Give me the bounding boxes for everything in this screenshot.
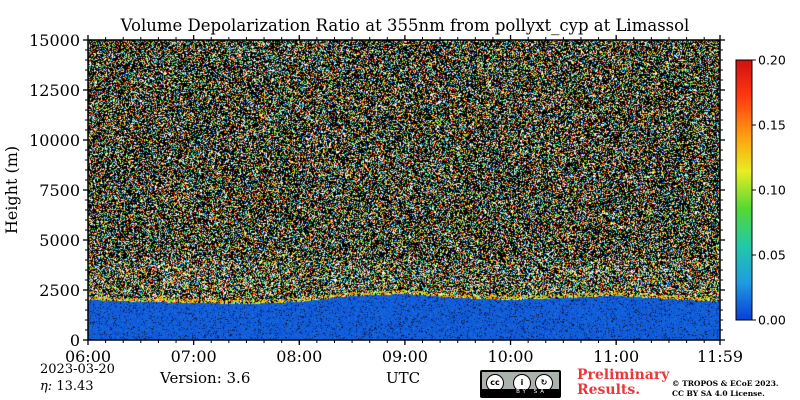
x-tick-label: 09:00 [382, 347, 428, 366]
colorbar [735, 59, 753, 321]
x-tick-label: 06:00 [65, 347, 111, 366]
preliminary-notice: Preliminary Results. [577, 368, 677, 398]
y-tick-label: 12500 [29, 81, 80, 100]
colorbar-layer: 0.00 0.05 0.10 0.15 0.20 [735, 53, 786, 328]
x-tick-label: 10:00 [487, 347, 533, 366]
chart-title: Volume Depolarization Ratio at 355nm fro… [120, 16, 690, 35]
eta-value: 13.43 [56, 379, 94, 394]
y-tick-label: 5000 [39, 231, 80, 250]
copyright-line-2: CC BY SA 4.0 License. [672, 389, 765, 398]
eta-label: η: [40, 379, 53, 394]
colorbar-tick-label: 0.20 [758, 53, 786, 68]
y-tick-label: 15000 [29, 31, 80, 50]
y-tick-label: 0 [70, 331, 80, 350]
version-label: Version: 3.6 [160, 369, 251, 387]
x-axis-label: UTC [386, 369, 421, 387]
date-label: 2023-03-20 [40, 362, 115, 377]
y-tick-label: 10000 [29, 131, 80, 150]
y-tick-label: 7500 [39, 181, 80, 200]
share-alike-icon: ↻ [535, 374, 553, 392]
y-tick-label: 2500 [39, 281, 80, 300]
preliminary-line-2: Results. [577, 382, 641, 398]
cc-license-icon: cc i ↻ BY SA [480, 370, 561, 398]
x-tick-label: 11:00 [593, 347, 639, 366]
preliminary-line-1: Preliminary [577, 367, 670, 383]
copyright-notice: © TROPOS & ECoE 2023. CC BY SA 4.0 Licen… [672, 379, 779, 399]
x-tick-label: 08:00 [276, 347, 322, 366]
colorbar-tick-label: 0.05 [758, 248, 786, 263]
colorbar-tick-label: 0.10 [758, 183, 786, 198]
cc-by-label: BY SA [482, 389, 559, 396]
colorbar-tick-label: 0.15 [758, 118, 786, 133]
colorbar-tick-label: 0.00 [758, 313, 786, 328]
copyright-line-1: © TROPOS & ECoE 2023. [672, 379, 779, 388]
x-tick-label: 11:59 [697, 347, 743, 366]
heatmap-layer [88, 40, 720, 340]
heatmap-image [88, 40, 720, 340]
x-tick-label: 07:00 [171, 347, 217, 366]
axes-layer: 0 2500 5000 7500 10000 12500 15000 06:00 07:00 08… [2, 31, 743, 366]
eta-row: η: 13.43 [40, 379, 94, 394]
y-axis-label: Height (m) [2, 146, 21, 234]
